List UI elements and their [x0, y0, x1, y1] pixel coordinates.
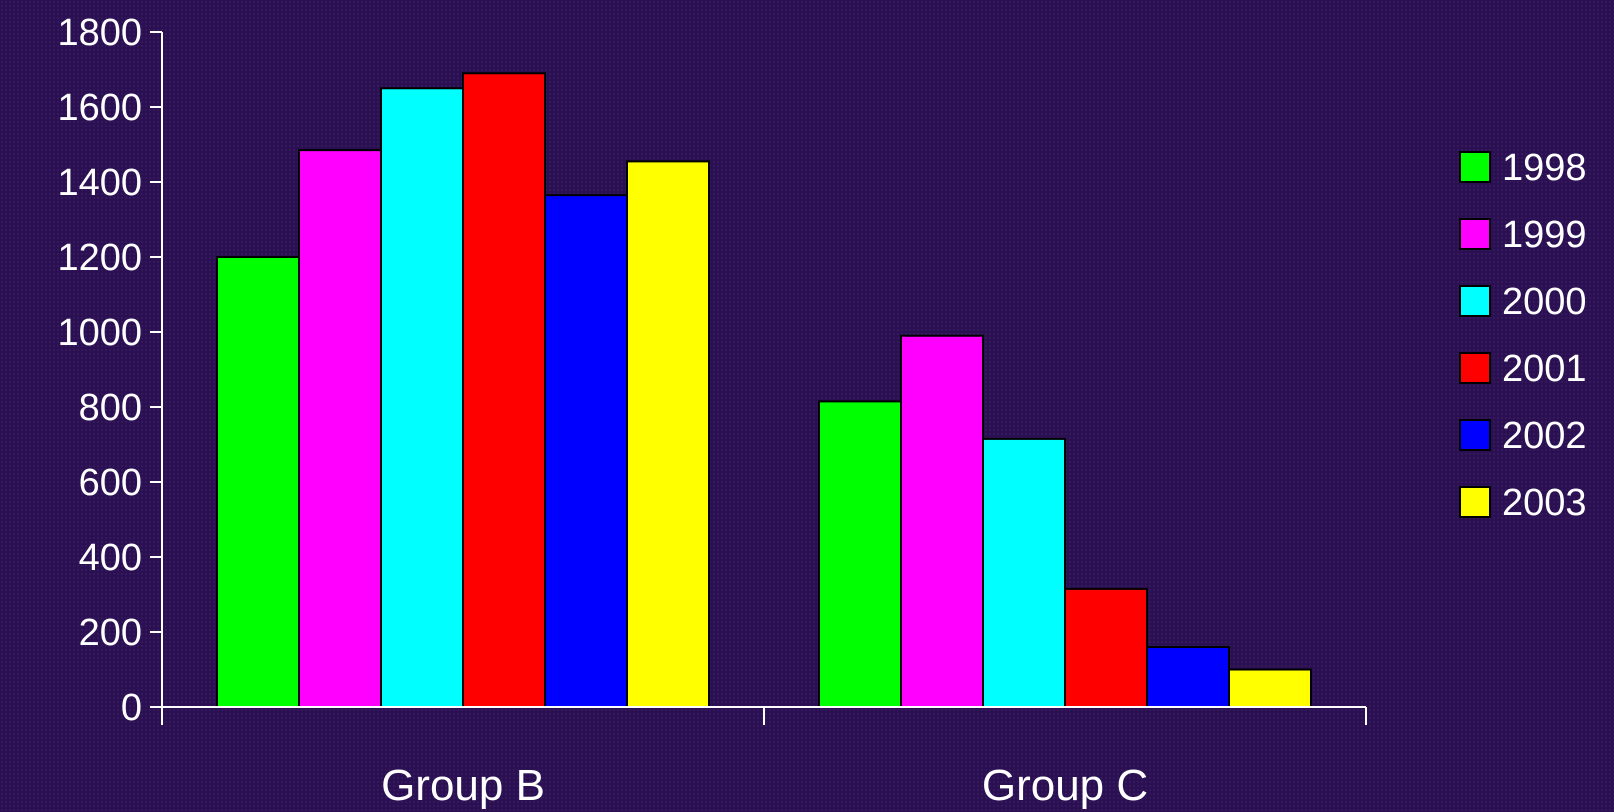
- y-tick-label: 0: [121, 687, 142, 729]
- legend-swatch-2003: [1459, 486, 1491, 518]
- bar-1998-group-c: [818, 400, 902, 708]
- bar-2001-group-c: [1064, 587, 1148, 708]
- bar-1999-group-b: [298, 149, 382, 708]
- legend-label-2002: 2002: [1502, 415, 1587, 457]
- bar-2003-group-b: [626, 160, 710, 708]
- x-category-label: Group B: [381, 761, 545, 810]
- y-tick-label: 1600: [57, 87, 142, 129]
- bar-2000-group-c: [982, 437, 1066, 708]
- y-tick-label: 1400: [57, 162, 142, 204]
- legend-swatch-1998: [1459, 151, 1491, 183]
- x-category-label: Group C: [982, 761, 1148, 810]
- legend-swatch-2001: [1459, 352, 1491, 384]
- legend-swatch-1999: [1459, 218, 1491, 250]
- legend-label-1998: 1998: [1502, 147, 1587, 189]
- legend-label-2001: 2001: [1502, 348, 1587, 390]
- y-tick-label: 1000: [57, 312, 142, 354]
- legend-swatch-2000: [1459, 285, 1491, 317]
- y-tick-label: 600: [79, 462, 142, 504]
- bar-2002-group-c: [1146, 646, 1230, 708]
- y-tick-label: 200: [79, 612, 142, 654]
- bar-2000-group-b: [380, 87, 464, 708]
- legend-swatch-2002: [1459, 419, 1491, 451]
- bar-2002-group-b: [544, 194, 628, 708]
- bar-1999-group-c: [900, 334, 984, 708]
- y-tick-label: 800: [79, 387, 142, 429]
- legend-label-1999: 1999: [1502, 214, 1587, 256]
- bar-1998-group-b: [216, 256, 300, 708]
- bar-2003-group-c: [1228, 668, 1312, 708]
- y-tick-label: 1200: [57, 237, 142, 279]
- y-tick-label: 400: [79, 537, 142, 579]
- bar-2001-group-b: [462, 72, 546, 708]
- axes: 0 200 400 600 800 1000 1200 1400 1600 1800 Group B…: [57, 12, 1367, 810]
- legend-label-2003: 2003: [1502, 482, 1587, 524]
- plot-area: [216, 72, 1312, 708]
- y-tick-label: 1800: [57, 12, 142, 54]
- legend-label-2000: 2000: [1502, 281, 1587, 323]
- legend: 1998 1999 2000 2001 2002 2003: [1459, 147, 1587, 524]
